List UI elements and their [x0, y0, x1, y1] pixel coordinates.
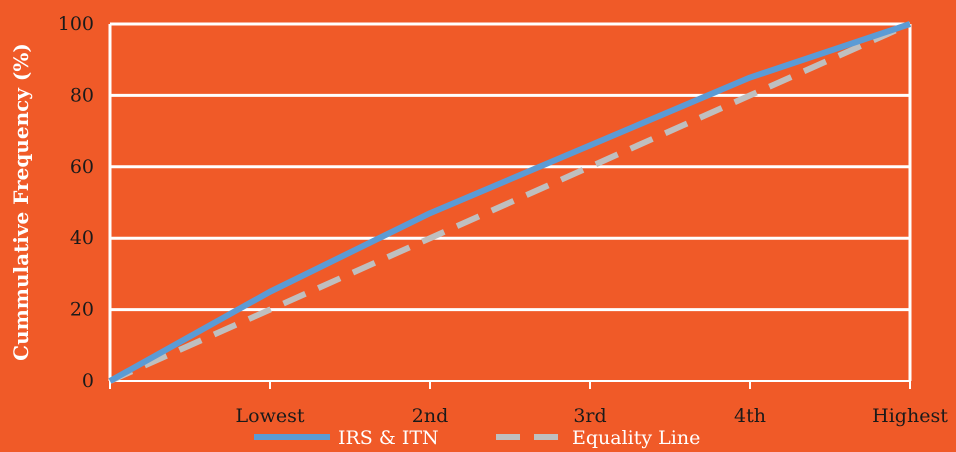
- y-axis-label: Cummulative Frequency (%): [9, 43, 33, 361]
- x-tick-label: Highest: [872, 405, 948, 427]
- y-tick-label: 20: [70, 299, 94, 321]
- series-line-irs-itn: [108, 21, 911, 384]
- series-lines: [108, 21, 912, 384]
- gridlines: [110, 22, 910, 312]
- axes: [108, 24, 912, 389]
- series-line-equality-line: [108, 21, 912, 384]
- x-tick-label: 4th: [734, 405, 766, 427]
- x-tick-label: 2nd: [412, 405, 449, 427]
- legend-label: IRS & ITN: [338, 427, 439, 449]
- y-tick-label: 100: [58, 13, 94, 35]
- y-tick-labels: 0 20 40 60 80 100: [58, 13, 94, 392]
- legend-label: Equality Line: [572, 427, 700, 449]
- x-tick-label: 3rd: [573, 405, 606, 427]
- y-tick-label: 40: [70, 227, 94, 249]
- legend: IRS & ITN Equality Line: [254, 427, 700, 449]
- x-tick-label: Lowest: [236, 405, 305, 427]
- x-tick-labels: Lowest 2nd 3rd 4th Highest: [236, 405, 949, 427]
- y-tick-label: 60: [70, 156, 94, 178]
- y-tick-label: 0: [82, 370, 94, 392]
- y-tick-label: 80: [70, 84, 94, 106]
